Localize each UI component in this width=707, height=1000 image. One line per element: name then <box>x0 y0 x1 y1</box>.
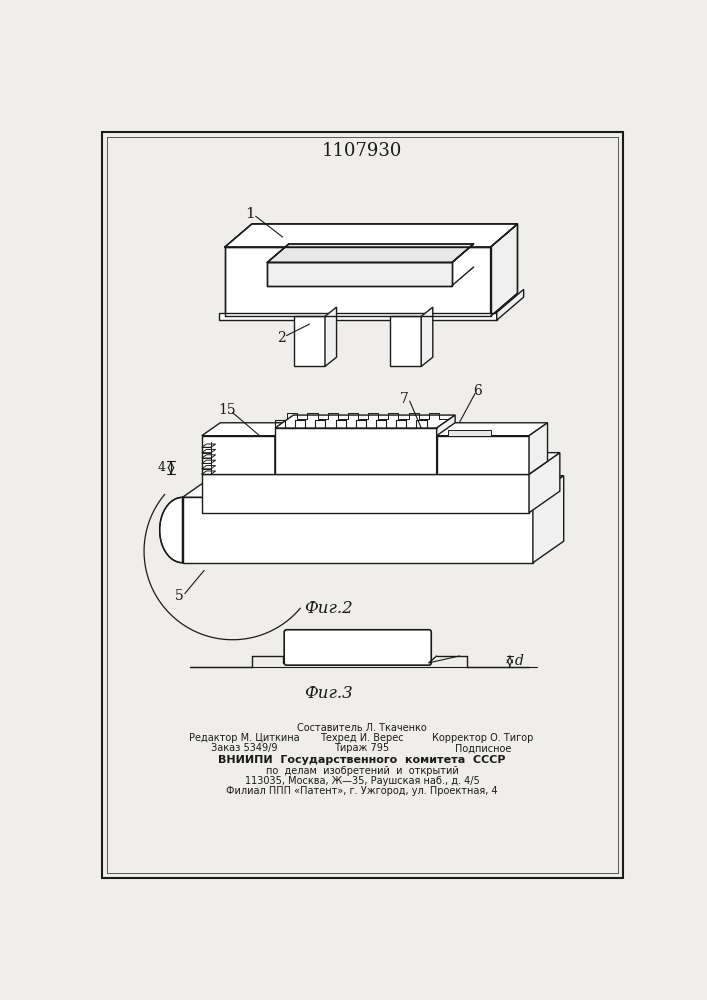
Polygon shape <box>325 307 337 366</box>
Polygon shape <box>225 224 518 247</box>
Polygon shape <box>437 436 529 474</box>
Text: d: d <box>515 654 524 668</box>
Text: Техред И. Верес: Техред И. Верес <box>320 733 404 743</box>
Polygon shape <box>275 428 437 474</box>
Polygon shape <box>201 460 216 463</box>
Text: по  делам  изобретений  и  открытий: по делам изобретений и открытий <box>266 766 458 776</box>
Polygon shape <box>201 474 529 513</box>
Text: Подписное: Подписное <box>455 743 511 753</box>
Polygon shape <box>201 436 275 474</box>
Text: Филиал ППП «Патент», г. Ужгород, ул. Проектная, 4: Филиал ППП «Патент», г. Ужгород, ул. Про… <box>226 786 498 796</box>
Text: Составитель Л. Ткаченко: Составитель Л. Ткаченко <box>297 723 427 733</box>
Polygon shape <box>437 423 547 436</box>
Polygon shape <box>201 455 216 458</box>
Text: Заказ 5349/9: Заказ 5349/9 <box>211 743 277 753</box>
Polygon shape <box>529 423 547 474</box>
Polygon shape <box>267 262 452 286</box>
Polygon shape <box>275 423 293 474</box>
Polygon shape <box>529 453 560 513</box>
Polygon shape <box>160 497 182 563</box>
Text: 1107930: 1107930 <box>322 142 402 160</box>
Text: 15: 15 <box>218 403 236 417</box>
Polygon shape <box>201 444 216 447</box>
Polygon shape <box>201 453 560 474</box>
Polygon shape <box>225 224 518 247</box>
FancyBboxPatch shape <box>284 630 431 665</box>
Text: 5: 5 <box>175 589 184 603</box>
Polygon shape <box>448 430 491 436</box>
Text: Тираж 795: Тираж 795 <box>334 743 390 753</box>
Polygon shape <box>533 476 563 563</box>
Polygon shape <box>294 316 325 366</box>
Text: 2: 2 <box>276 331 286 345</box>
Text: 113035, Москва, Ж—35, Раушская наб., д. 4/5: 113035, Москва, Ж—35, Раушская наб., д. … <box>245 776 479 786</box>
Polygon shape <box>275 415 455 428</box>
Polygon shape <box>201 466 216 469</box>
Polygon shape <box>201 449 216 453</box>
Polygon shape <box>225 247 491 316</box>
Polygon shape <box>497 289 524 320</box>
Polygon shape <box>218 312 497 320</box>
Polygon shape <box>390 316 421 366</box>
Polygon shape <box>421 307 433 366</box>
Polygon shape <box>182 497 533 563</box>
Polygon shape <box>286 632 429 663</box>
Text: Корректор О. Тигор: Корректор О. Тигор <box>432 733 534 743</box>
Polygon shape <box>491 224 518 316</box>
Text: Фиг.3: Фиг.3 <box>305 685 354 702</box>
Text: Фиг.2: Фиг.2 <box>305 600 354 617</box>
Text: Редактор М. Циткина: Редактор М. Циткина <box>189 733 300 743</box>
Text: 6: 6 <box>473 384 482 398</box>
Text: 7: 7 <box>400 392 409 406</box>
Polygon shape <box>437 415 455 474</box>
Polygon shape <box>267 244 474 262</box>
Text: ВНИИПИ  Государственного  комитета  СССР: ВНИИПИ Государственного комитета СССР <box>218 755 506 765</box>
Text: 1: 1 <box>245 207 255 221</box>
Text: 4: 4 <box>158 461 165 474</box>
Polygon shape <box>201 423 293 436</box>
Polygon shape <box>182 476 563 497</box>
Polygon shape <box>201 471 216 474</box>
